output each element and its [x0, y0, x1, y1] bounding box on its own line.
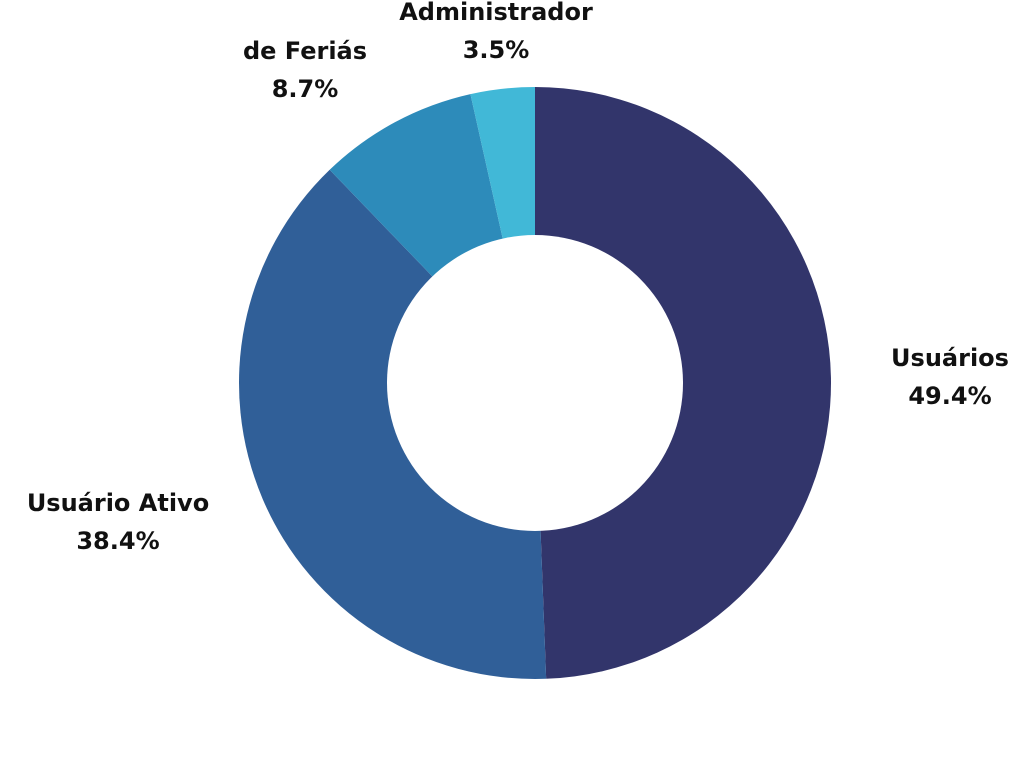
slice-value-usuarios: 49.4%: [908, 382, 991, 410]
slice-value-usuario-ativo: 38.4%: [76, 527, 159, 555]
slice-value-de-ferias: 8.7%: [272, 75, 339, 103]
slice-label-administrador: Administrador: [399, 0, 593, 26]
slice-value-administrador: 3.5%: [463, 36, 530, 64]
slice-label-usuarios: Usuários: [891, 344, 1009, 372]
donut-hole: [387, 235, 683, 531]
slice-label-usuario-ativo: Usuário Ativo: [27, 489, 209, 517]
slice-label-de-ferias: de Feriás: [243, 37, 367, 65]
slice-usuario-ativo: [239, 169, 547, 680]
